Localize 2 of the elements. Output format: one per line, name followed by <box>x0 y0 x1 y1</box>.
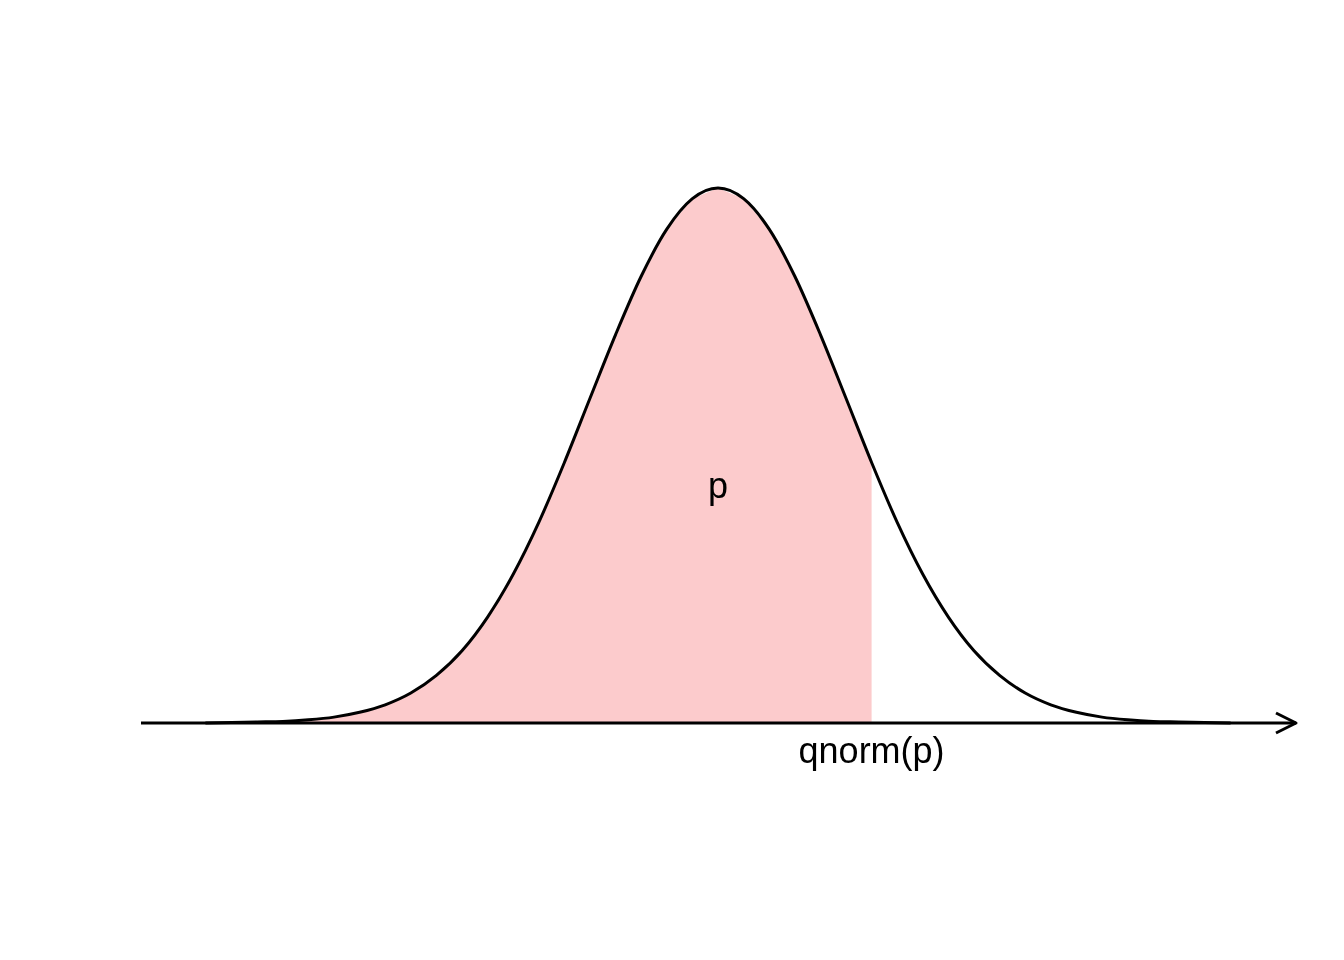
text: qnorm(p) <box>798 730 945 771</box>
annotation: p <box>707 465 729 506</box>
